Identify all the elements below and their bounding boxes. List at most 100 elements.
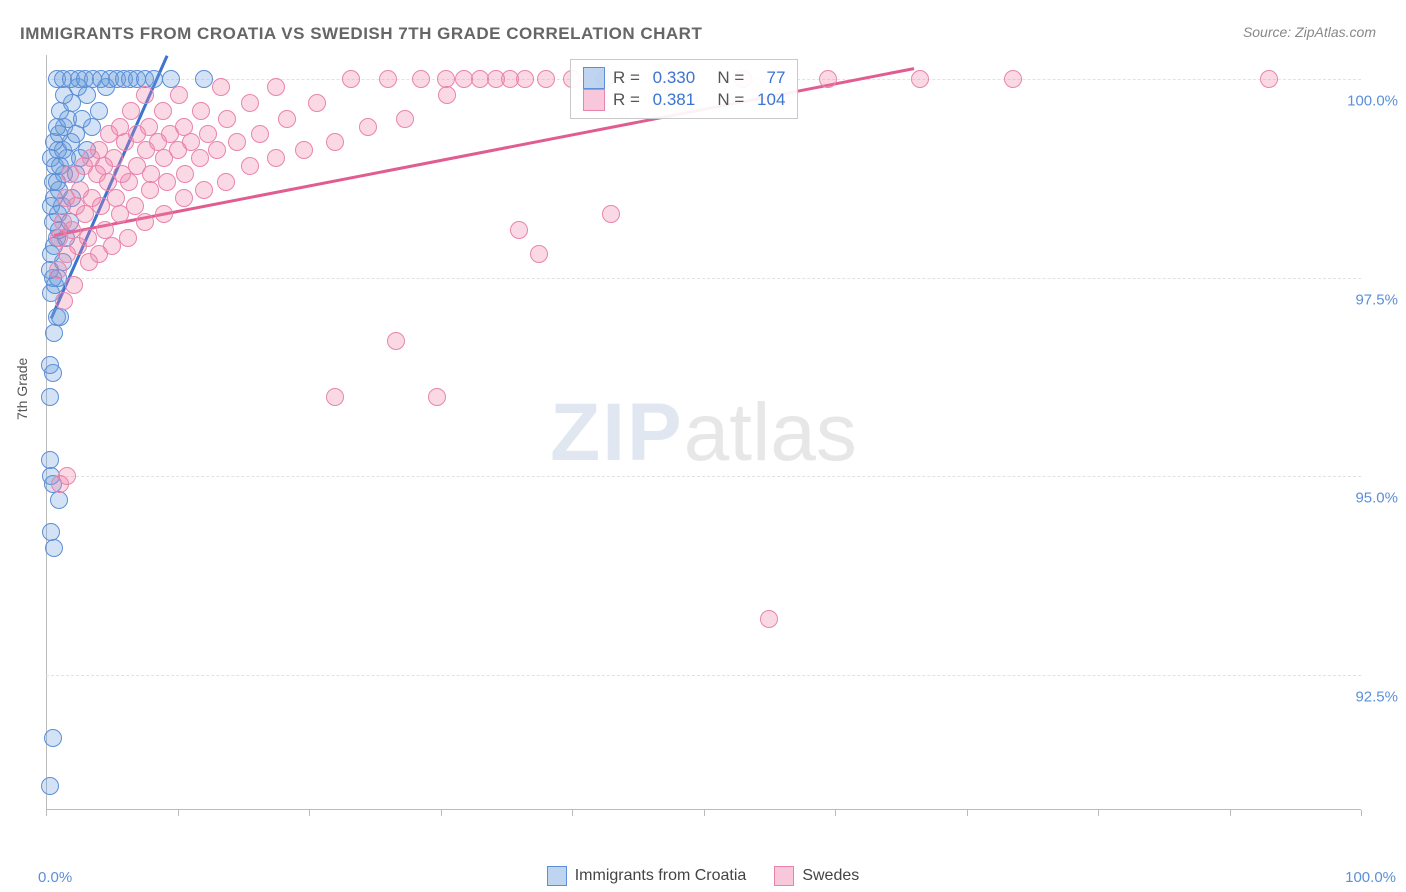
watermark-zip: ZIP — [550, 387, 684, 478]
r-label: R = — [613, 90, 645, 110]
data-point-swedes — [58, 467, 76, 485]
data-point-swedes — [111, 118, 129, 136]
data-point-croatia — [41, 388, 59, 406]
data-point-croatia — [50, 491, 68, 509]
data-point-swedes — [267, 78, 285, 96]
data-point-swedes — [379, 70, 397, 88]
watermark-atlas: atlas — [684, 387, 857, 478]
data-point-swedes — [1004, 70, 1022, 88]
data-point-swedes — [71, 181, 89, 199]
data-point-croatia — [195, 70, 213, 88]
data-point-swedes — [140, 118, 158, 136]
swatch-swedes — [583, 89, 605, 111]
x-tick — [572, 810, 573, 816]
data-point-swedes — [128, 157, 146, 175]
data-point-swedes — [199, 125, 217, 143]
data-point-swedes — [212, 78, 230, 96]
data-point-swedes — [96, 221, 114, 239]
data-point-swedes — [79, 229, 97, 247]
plot-area: ZIPatlas R = 0.330 N = 77 R = 0.381 N = … — [46, 55, 1361, 810]
data-point-swedes — [530, 245, 548, 263]
data-point-swedes — [136, 86, 154, 104]
data-point-croatia — [41, 451, 59, 469]
data-point-croatia — [51, 308, 69, 326]
data-point-swedes — [155, 205, 173, 223]
swatch-swedes-icon — [774, 866, 794, 886]
data-point-swedes — [428, 388, 446, 406]
data-point-croatia — [145, 70, 163, 88]
data-point-swedes — [516, 70, 534, 88]
data-point-swedes — [54, 213, 72, 231]
data-point-swedes — [241, 157, 259, 175]
data-point-swedes — [107, 189, 125, 207]
r-value-swedes: 0.381 — [653, 90, 696, 110]
data-point-swedes — [170, 86, 188, 104]
data-point-swedes — [819, 70, 837, 88]
swatch-croatia — [583, 67, 605, 89]
r-value-croatia: 0.330 — [653, 68, 696, 88]
data-point-swedes — [208, 141, 226, 159]
data-point-swedes — [359, 118, 377, 136]
data-point-swedes — [49, 261, 67, 279]
data-point-swedes — [308, 94, 326, 112]
data-point-swedes — [122, 102, 140, 120]
data-point-swedes — [326, 388, 344, 406]
x-tick — [1361, 810, 1362, 816]
data-point-swedes — [136, 213, 154, 231]
data-point-swedes — [195, 181, 213, 199]
data-point-swedes — [437, 70, 455, 88]
data-point-swedes — [911, 70, 929, 88]
data-point-swedes — [396, 110, 414, 128]
data-point-swedes — [278, 110, 296, 128]
x-legend-croatia-label: Immigrants from Croatia — [575, 867, 747, 885]
x-tick — [178, 810, 179, 816]
data-point-swedes — [295, 141, 313, 159]
x-tick — [704, 810, 705, 816]
y-tick-label: 92.5% — [1355, 688, 1398, 705]
data-point-swedes — [387, 332, 405, 350]
x-tick — [309, 810, 310, 816]
data-point-swedes — [141, 181, 159, 199]
data-point-croatia — [45, 324, 63, 342]
y-axis-label: 7th Grade — [14, 358, 30, 420]
data-point-swedes — [602, 205, 620, 223]
n-value-swedes: 104 — [757, 90, 785, 110]
data-point-swedes — [510, 221, 528, 239]
data-point-croatia — [41, 777, 59, 795]
n-label: N = — [703, 90, 749, 110]
data-point-swedes — [175, 189, 193, 207]
data-point-swedes — [175, 118, 193, 136]
x-tick — [46, 810, 47, 816]
x-legend-swedes: Swedes — [774, 866, 859, 886]
data-point-swedes — [537, 70, 555, 88]
data-point-swedes — [1260, 70, 1278, 88]
y-tick-label: 95.0% — [1355, 490, 1398, 507]
data-point-swedes — [267, 149, 285, 167]
n-value-croatia: 77 — [757, 68, 785, 88]
stats-row-croatia: R = 0.330 N = 77 — [583, 67, 785, 89]
data-point-swedes — [126, 197, 144, 215]
swatch-croatia-icon — [547, 866, 567, 886]
data-point-swedes — [217, 173, 235, 191]
data-point-swedes — [105, 149, 123, 167]
watermark: ZIPatlas — [550, 386, 857, 480]
data-point-croatia — [42, 523, 60, 541]
data-point-swedes — [412, 70, 430, 88]
data-point-swedes — [326, 133, 344, 151]
data-point-croatia — [41, 356, 59, 374]
stats-row-swedes: R = 0.381 N = 104 — [583, 89, 785, 111]
data-point-swedes — [65, 276, 83, 294]
data-point-swedes — [342, 70, 360, 88]
x-tick — [967, 810, 968, 816]
data-point-swedes — [241, 94, 259, 112]
data-point-swedes — [158, 173, 176, 191]
gridline-h — [46, 675, 1361, 676]
stats-legend: R = 0.330 N = 77 R = 0.381 N = 104 — [570, 59, 798, 119]
data-point-croatia — [90, 102, 108, 120]
data-point-swedes — [760, 610, 778, 628]
data-point-swedes — [182, 133, 200, 151]
data-point-swedes — [90, 141, 108, 159]
data-point-swedes — [251, 125, 269, 143]
data-point-swedes — [55, 292, 73, 310]
x-tick — [1230, 810, 1231, 816]
